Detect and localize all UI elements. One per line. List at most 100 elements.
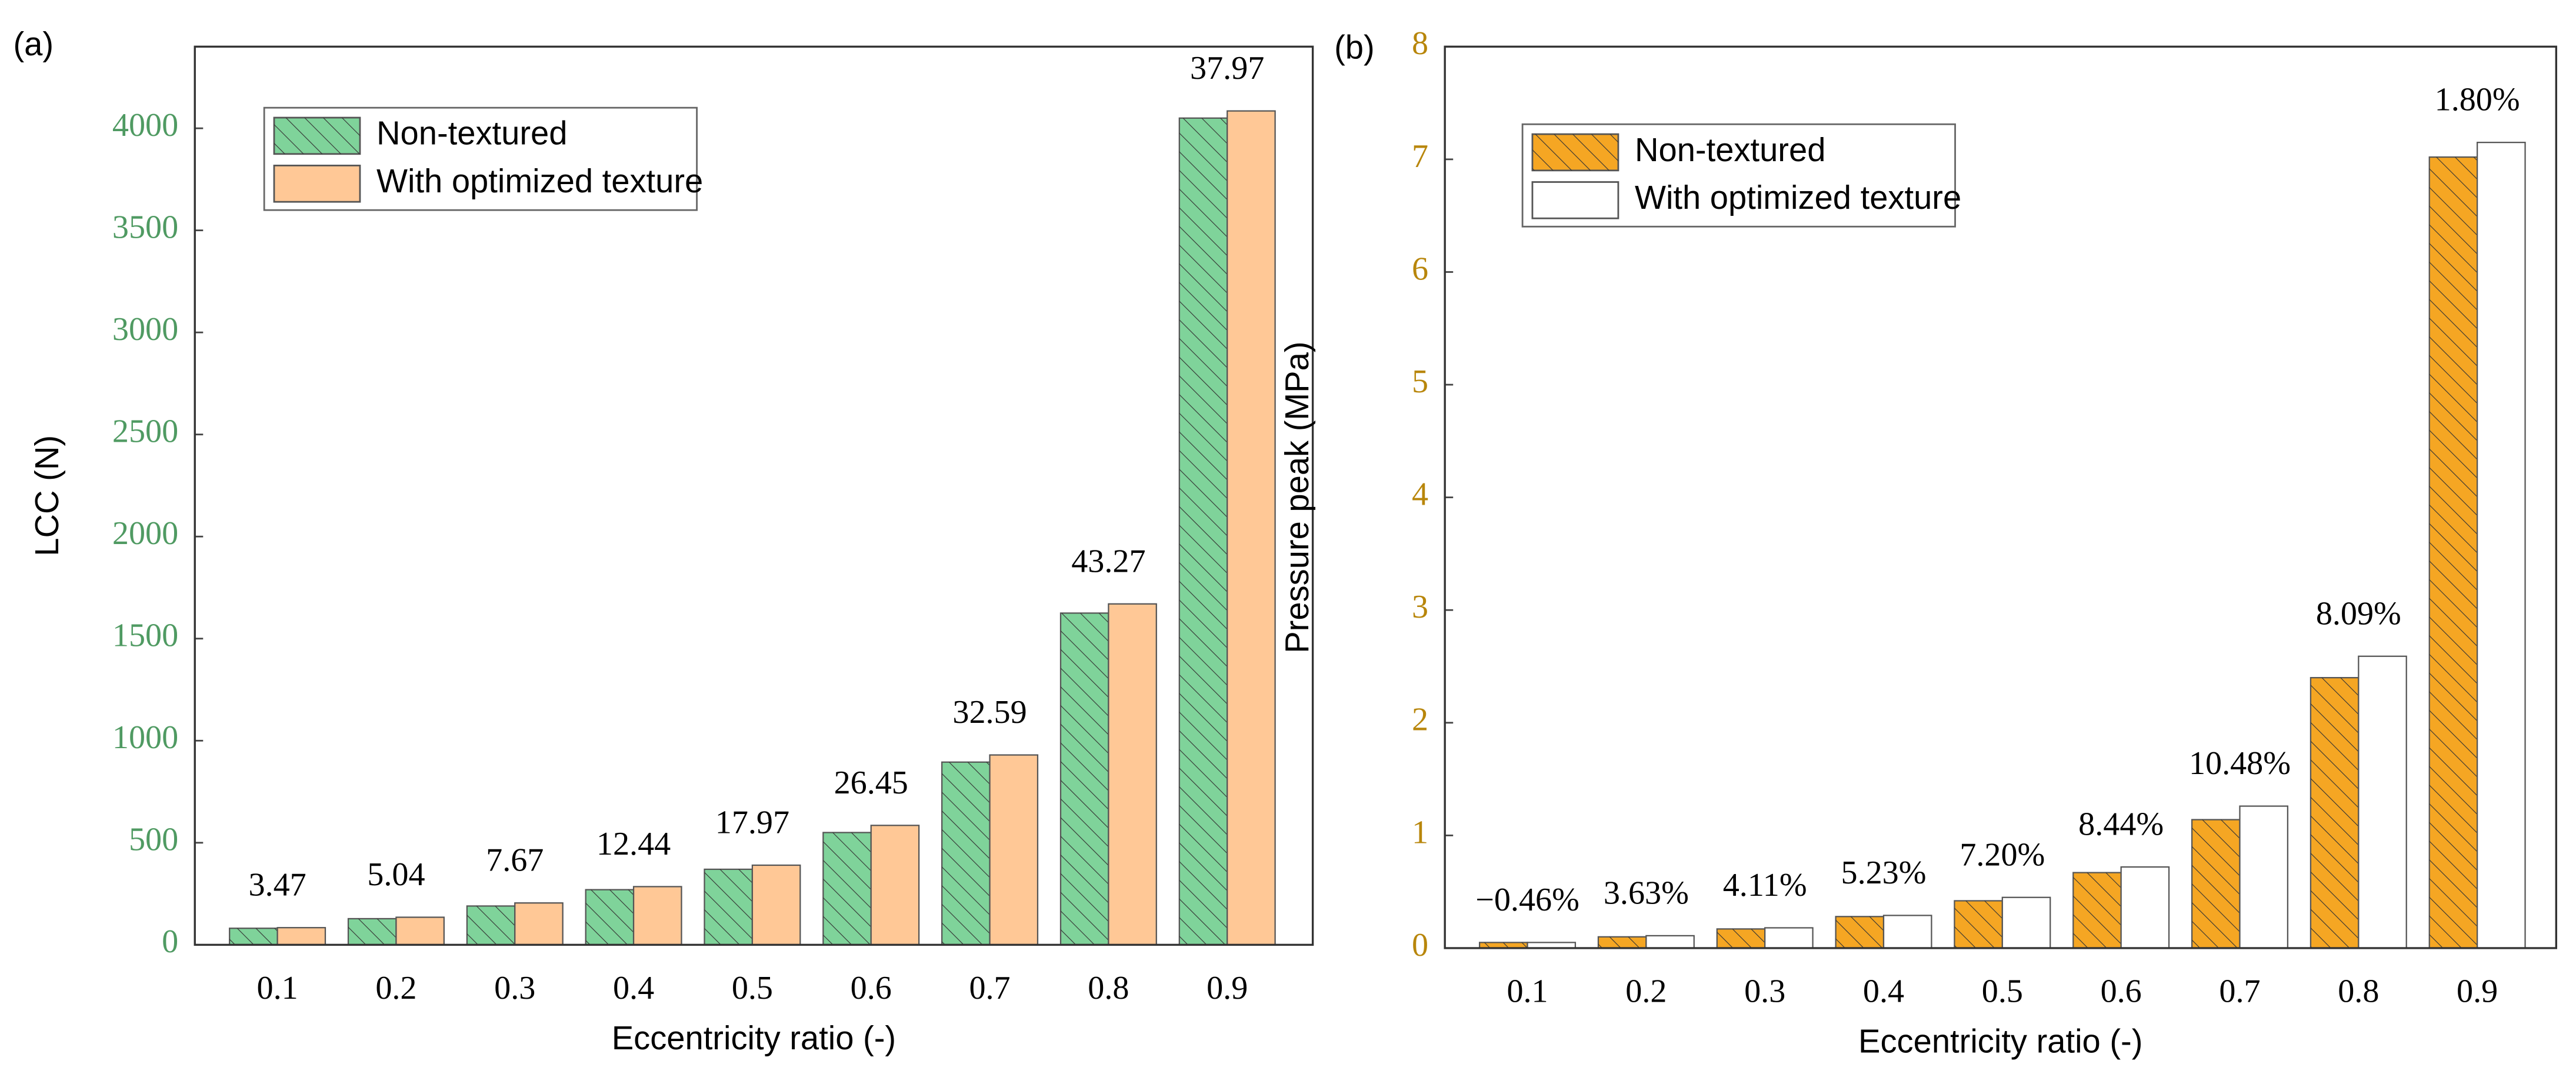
bar-hatch — [2073, 872, 2121, 948]
bar-hatch — [2192, 819, 2240, 948]
y-tick-label: 4 — [1412, 476, 1428, 513]
x-tick-label: 0.9 — [1207, 970, 1248, 1006]
bar — [1764, 927, 1814, 949]
legend-label: Non-textured — [376, 115, 567, 152]
x-tick-label: 0.7 — [969, 970, 1010, 1006]
y-tick-label: 7 — [1412, 138, 1428, 175]
annotation: 32.59 — [952, 694, 1027, 731]
bar-hatch — [585, 889, 634, 945]
panel-label: (a) — [13, 25, 54, 62]
annotation: 4.11% — [1723, 867, 1807, 903]
x-tick-label: 0.3 — [1744, 973, 1785, 1009]
x-tick-label: 0.4 — [613, 970, 654, 1006]
bar — [2477, 142, 2526, 949]
y-tick-label: 1500 — [112, 618, 178, 654]
annotation: −0.46% — [1475, 882, 1579, 918]
bar — [395, 916, 445, 946]
bar — [2001, 896, 2051, 949]
legend-hatch — [274, 118, 360, 154]
annotation: 8.44% — [2078, 806, 2164, 843]
y-tick-label: 5 — [1412, 363, 1428, 400]
plot-frame — [194, 45, 1314, 946]
panel-label: (b) — [1334, 29, 1375, 66]
bar — [1645, 935, 1695, 949]
bar-hatch — [1835, 916, 1884, 948]
x-tick-label: 0.2 — [375, 970, 416, 1006]
bar — [2358, 655, 2407, 949]
annotation: 7.20% — [1960, 836, 2045, 873]
y-tick-label: 500 — [129, 822, 178, 858]
bar — [276, 927, 326, 946]
bar — [989, 754, 1039, 946]
bar — [2120, 866, 2170, 949]
bar — [1227, 110, 1276, 946]
bar-hatch — [348, 918, 396, 945]
x-tick-label: 0.9 — [2457, 973, 2498, 1009]
legend-swatch — [1531, 181, 1619, 219]
bar-hatch — [1598, 936, 1647, 948]
y-tick-label: 2000 — [112, 515, 178, 552]
legend-label: With optimized texture — [1635, 179, 1961, 216]
x-tick-label: 0.1 — [1507, 973, 1548, 1009]
plot-frame — [1444, 45, 2557, 949]
bar-hatch — [1954, 900, 2002, 948]
legend-label: With optimized texture — [376, 162, 703, 199]
x-tick-label: 0.5 — [1982, 973, 2023, 1009]
y-tick-label: 1 — [1412, 814, 1428, 850]
bar-hatch — [2310, 678, 2359, 948]
bar-hatch — [823, 832, 871, 945]
annotation: 37.97 — [1190, 50, 1264, 86]
x-axis-label: Eccentricity ratio (-) — [1858, 1023, 2142, 1060]
x-tick-label: 0.4 — [1863, 973, 1904, 1009]
x-tick-label: 0.8 — [2338, 973, 2379, 1009]
bar-hatch — [2429, 157, 2478, 948]
annotation: 3.47 — [248, 867, 306, 903]
y-tick-label: 4000 — [112, 107, 178, 144]
bar-hatch — [229, 928, 278, 945]
bar-hatch — [1479, 942, 1528, 948]
legend-swatch — [273, 165, 361, 203]
y-tick-label: 3500 — [112, 209, 178, 246]
annotation: 8.09% — [2316, 595, 2401, 632]
annotation: 1.80% — [2435, 82, 2520, 118]
legend-label: Non-textured — [1635, 131, 1825, 168]
y-tick-label: 3 — [1412, 589, 1428, 625]
bar-hatch — [942, 762, 990, 945]
x-tick-label: 0.6 — [2101, 973, 2142, 1009]
y-tick-label: 3000 — [112, 311, 178, 348]
bar-hatch — [466, 906, 515, 945]
annotation: 7.67 — [486, 842, 544, 879]
y-tick-label: 6 — [1412, 251, 1428, 287]
y-tick-label: 1000 — [112, 719, 178, 756]
bar — [632, 886, 682, 946]
x-tick-label: 0.2 — [1625, 973, 1667, 1009]
annotation: 10.48% — [2189, 745, 2291, 782]
bar-hatch — [1060, 613, 1109, 945]
bar — [751, 864, 801, 946]
y-axis-label: LCC (N) — [28, 435, 65, 556]
bar — [870, 825, 920, 946]
y-tick-label: 2 — [1412, 702, 1428, 738]
y-tick-label: 8 — [1412, 25, 1428, 62]
annotation: 5.23% — [1841, 855, 1927, 891]
bar-hatch — [1179, 118, 1228, 945]
x-tick-label: 0.7 — [2219, 973, 2260, 1009]
annotation: 26.45 — [834, 765, 908, 801]
bar — [514, 902, 564, 946]
bar — [2239, 805, 2289, 949]
annotation: 3.63% — [1604, 875, 1689, 911]
x-tick-label: 0.5 — [732, 970, 773, 1006]
annotation: 12.44 — [596, 826, 671, 862]
bar — [1108, 603, 1157, 946]
annotation: 5.04 — [367, 856, 425, 893]
y-axis-label: Pressure peak (MPa) — [1278, 341, 1315, 653]
y-tick-label: 2500 — [112, 413, 178, 450]
bar-hatch — [704, 869, 752, 945]
bar-hatch — [1717, 929, 1765, 948]
x-tick-label: 0.8 — [1088, 970, 1129, 1006]
annotation: 43.27 — [1071, 543, 1145, 579]
annotation: 17.97 — [715, 805, 789, 841]
x-tick-label: 0.3 — [494, 970, 535, 1006]
bar — [1882, 915, 1932, 949]
